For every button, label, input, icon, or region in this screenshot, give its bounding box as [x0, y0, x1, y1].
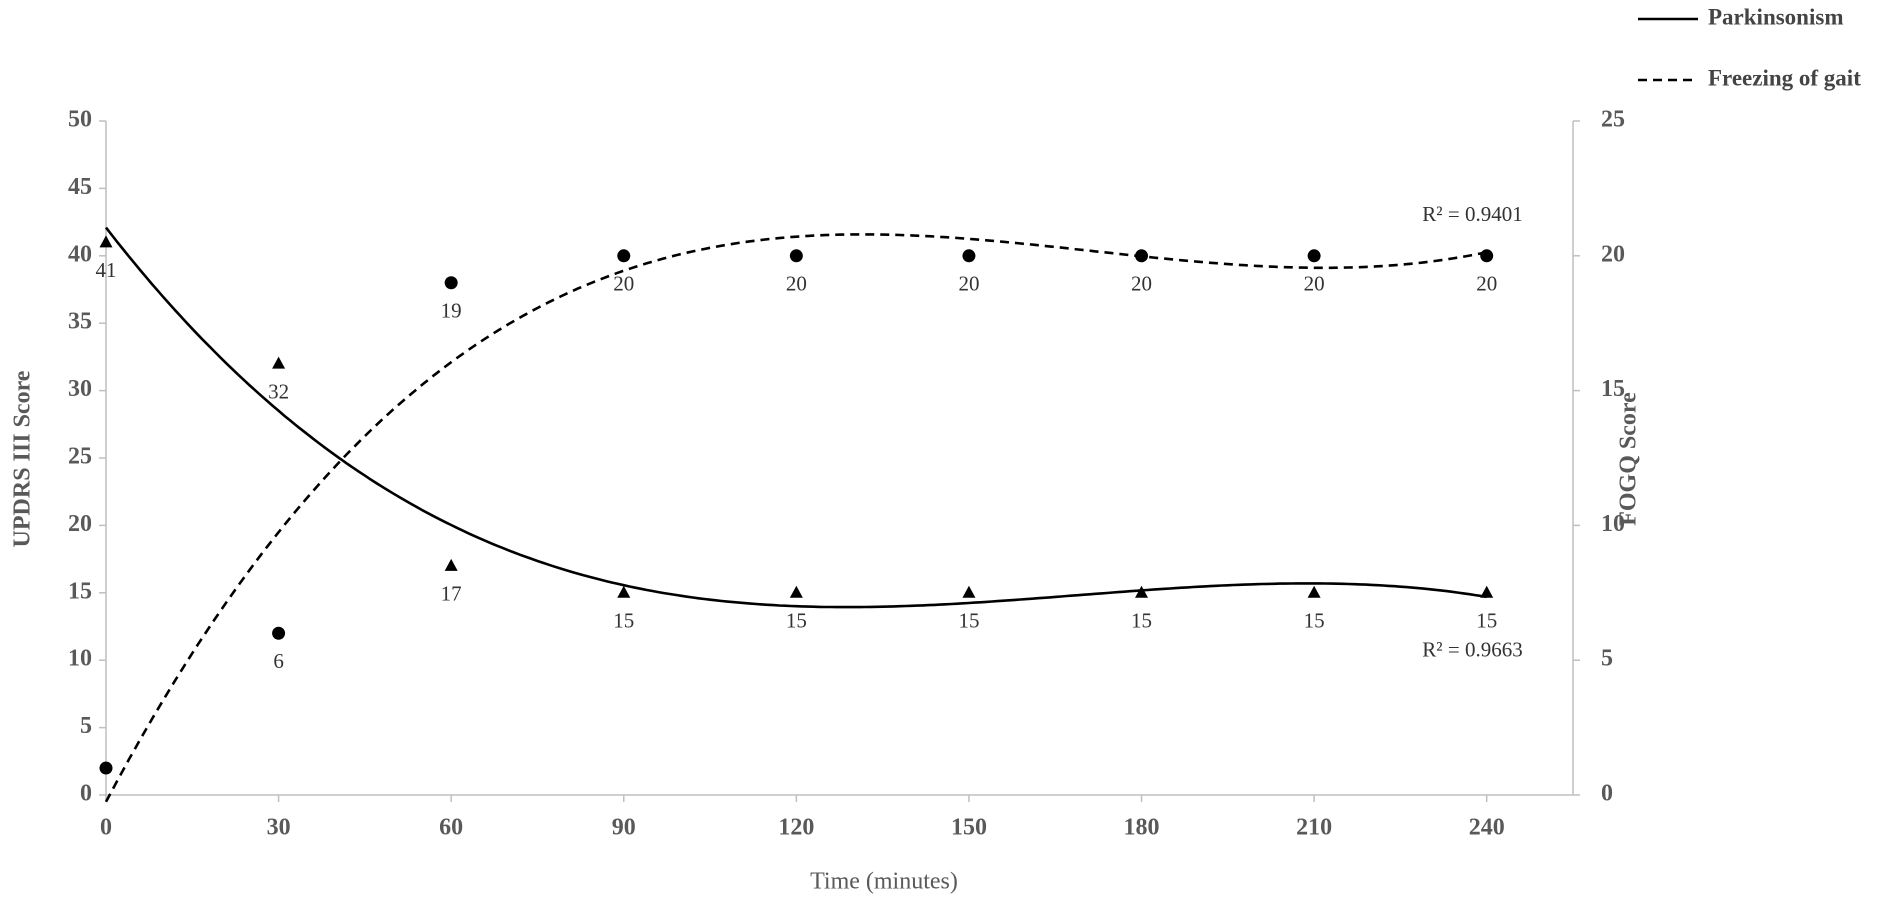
circle-marker: [444, 276, 458, 290]
y-tick-label: 50: [68, 107, 92, 133]
x-tick-label: 240: [1469, 815, 1505, 841]
r-squared-label: R² = 0.9663: [1422, 638, 1522, 662]
circle-marker: [1135, 249, 1149, 263]
x-tick-label: 0: [100, 815, 112, 841]
y-tick-label: 5: [80, 713, 92, 739]
y-tick-label: 10: [68, 646, 92, 672]
y-tick-label: 40: [68, 241, 92, 267]
y-tick-label: 35: [68, 309, 92, 335]
y2-tick-label: 5: [1601, 646, 1613, 672]
y-tick-label: 15: [68, 578, 92, 604]
data-label: 15: [786, 609, 807, 633]
y2-tick-label: 25: [1601, 107, 1625, 133]
data-label: 15: [1131, 609, 1152, 633]
data-label: 32: [268, 379, 289, 403]
data-label: 20: [1131, 272, 1152, 296]
data-label: 17: [441, 582, 462, 606]
data-label: 19: [441, 299, 462, 323]
triangle-marker: [272, 356, 286, 369]
triangle-marker: [1307, 585, 1321, 598]
data-label: 41: [96, 258, 117, 282]
y-tick-label: 20: [68, 511, 92, 537]
y-tick-label: 30: [68, 376, 92, 402]
trendline: [104, 226, 1487, 609]
x-tick-label: 90: [612, 815, 636, 841]
data-label: 15: [1476, 609, 1497, 633]
triangle-marker: [1135, 585, 1149, 598]
circle-marker: [1480, 249, 1494, 263]
data-label: 6: [273, 649, 284, 673]
data-label: 15: [1304, 609, 1325, 633]
triangle-marker: [789, 585, 803, 598]
trendline: [104, 233, 1487, 803]
circle-marker: [272, 626, 286, 640]
y-tick-label: 45: [68, 174, 92, 200]
data-label: 20: [786, 272, 807, 296]
x-tick-label: 30: [267, 815, 291, 841]
data-label: 20: [958, 272, 979, 296]
triangle-marker: [1480, 585, 1494, 598]
circle-marker: [789, 249, 803, 263]
circle-marker: [1307, 249, 1321, 263]
y2-tick-label: 10: [1601, 511, 1625, 537]
x-axis-title: Time (minutes): [810, 869, 958, 895]
x-tick-label: 60: [439, 815, 463, 841]
x-tick-label: 120: [778, 815, 814, 841]
triangle-marker: [99, 235, 113, 248]
data-label: 20: [613, 272, 634, 296]
y2-axis-title: FOGQ Score: [1616, 392, 1642, 526]
triangle-marker: [444, 558, 458, 571]
circle-marker: [99, 761, 113, 775]
legend-label: Freezing of gait: [1708, 65, 1861, 90]
triangle-marker: [962, 585, 976, 598]
y2-tick-label: 15: [1601, 376, 1625, 402]
data-label: 15: [958, 609, 979, 633]
y-tick-label: 0: [80, 781, 92, 807]
data-label: 20: [1304, 272, 1325, 296]
r-squared-label: R² = 0.9401: [1422, 202, 1522, 226]
circle-marker: [962, 249, 976, 263]
legend-label: Parkinsonism: [1708, 4, 1843, 29]
x-tick-label: 210: [1296, 815, 1332, 841]
y2-tick-label: 20: [1601, 241, 1625, 267]
y-tick-label: 25: [68, 444, 92, 470]
y2-tick-label: 0: [1601, 781, 1613, 807]
y-axis-title: UPDRS III Score: [10, 370, 36, 547]
triangle-marker: [617, 585, 631, 598]
x-tick-label: 150: [951, 815, 987, 841]
data-label: 20: [1476, 272, 1497, 296]
data-label: 15: [613, 609, 634, 633]
circle-marker: [617, 249, 631, 263]
x-tick-label: 180: [1124, 815, 1160, 841]
